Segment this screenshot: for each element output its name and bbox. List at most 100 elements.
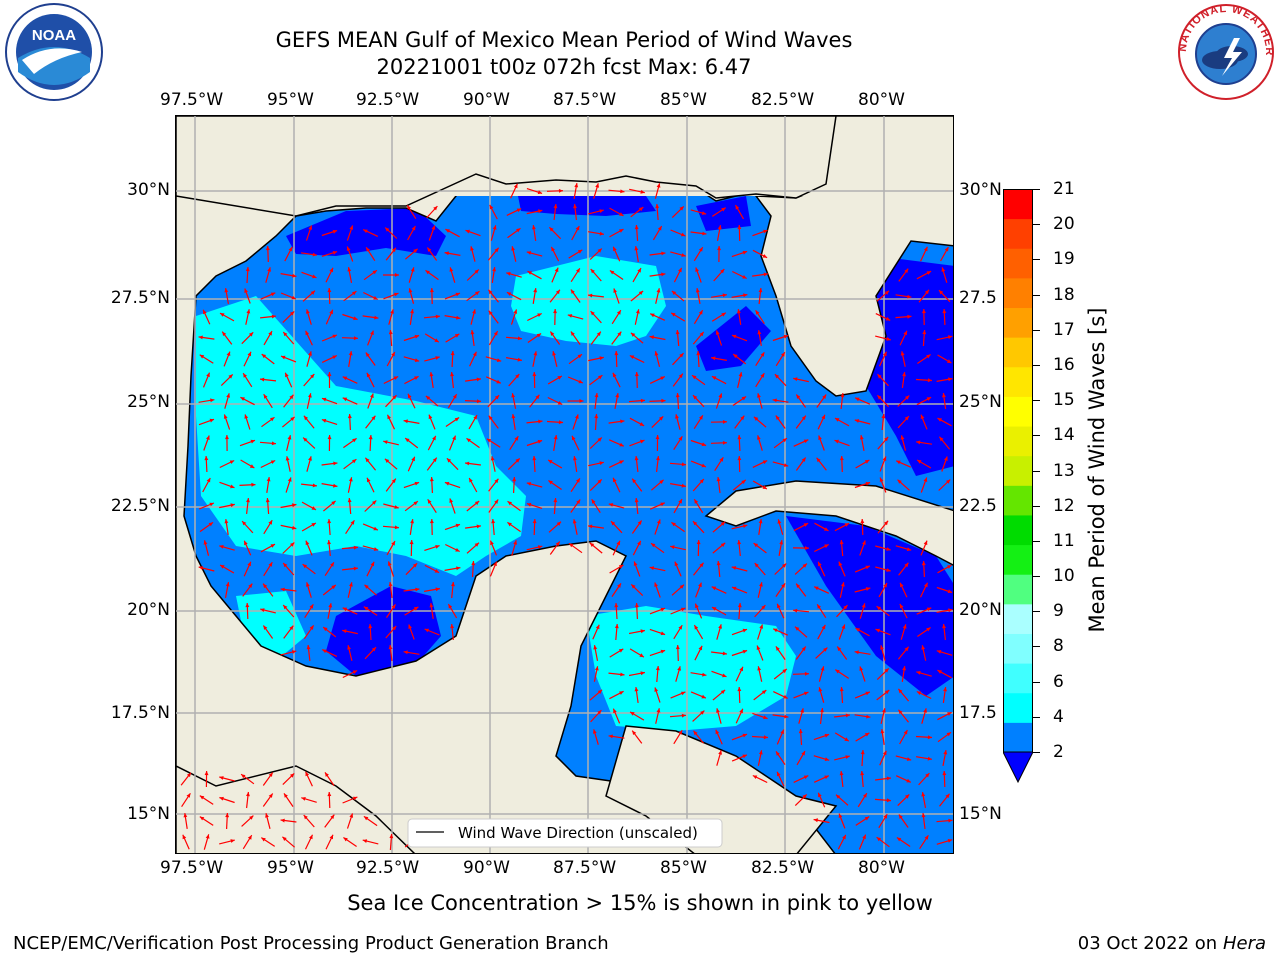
- wave-direction-arrowhead: [757, 393, 761, 398]
- wave-direction-arrowhead: [743, 293, 748, 298]
- wave-direction-arrowhead: [681, 253, 686, 257]
- wave-direction-arrowhead: [656, 708, 661, 713]
- wave-direction-arrowhead: [242, 521, 247, 526]
- colorbar-tick-mark: [1033, 505, 1040, 507]
- colorbar-swatch: [1003, 574, 1033, 605]
- wave-direction-arrowhead: [576, 478, 580, 483]
- wave-direction-arrowhead: [411, 456, 415, 462]
- wave-direction-arrowhead: [719, 457, 724, 462]
- wave-direction-arrowhead: [844, 737, 849, 742]
- wave-direction-arrowhead: [902, 372, 906, 377]
- wave-direction-arrowhead: [780, 729, 784, 735]
- wave-direction-arrowhead: [557, 376, 562, 380]
- wave-direction-arrowhead: [737, 540, 742, 545]
- wave-direction-arrowhead: [517, 336, 522, 341]
- wave-direction-arrowhead: [923, 477, 928, 482]
- wave-direction-arrowhead: [322, 649, 327, 654]
- wave-direction-arrowhead: [916, 671, 921, 675]
- wave-direction-arrowhead: [801, 457, 806, 462]
- wave-direction-arrowhead: [289, 311, 295, 316]
- wave-direction-arrowhead: [897, 479, 902, 484]
- wave-direction-arrowhead: [247, 561, 251, 567]
- wave-direction-arrowhead: [654, 351, 659, 356]
- wave-direction-arrowhead: [306, 582, 310, 587]
- wave-direction-arrowhead: [432, 457, 437, 462]
- wave-direction-arrowhead: [599, 461, 604, 466]
- wave-direction-arrowhead: [903, 330, 907, 336]
- colorbar-swatch: [1003, 603, 1033, 634]
- lat-label-right: 22.5: [959, 496, 997, 516]
- wave-direction-arrowhead: [331, 585, 336, 590]
- lon-label-bottom: 87.5°W: [553, 858, 617, 878]
- wave-direction-arrowhead: [881, 414, 886, 419]
- wave-direction-arrowhead: [813, 818, 818, 823]
- wave-direction-arrowhead: [268, 793, 273, 798]
- wave-direction-arrowhead: [617, 583, 621, 588]
- wave-direction-arrowhead: [896, 837, 902, 842]
- wave-direction-arrowhead: [942, 393, 946, 398]
- wave-direction-arrowhead: [926, 397, 932, 401]
- wave-direction-arrowhead: [904, 416, 909, 421]
- wave-direction-arrowhead: [753, 543, 759, 548]
- noaa-logo: NOAA: [4, 2, 104, 102]
- colorbar-swatch: [1003, 337, 1033, 368]
- wave-direction-arrowhead: [613, 477, 617, 483]
- colorbar-tick-label: 4: [1053, 706, 1064, 727]
- wave-direction-arrowhead: [782, 438, 787, 443]
- wave-direction-arrowhead: [327, 792, 332, 797]
- wave-direction-arrowhead: [759, 624, 764, 629]
- wave-direction-arrowhead: [312, 252, 317, 257]
- wave-direction-arrowhead: [588, 293, 593, 298]
- wave-direction-arrowhead: [289, 394, 294, 400]
- wave-direction-arrowhead: [425, 270, 430, 275]
- colorbar-tick-label: 18: [1053, 284, 1075, 305]
- wave-direction-arrowhead: [271, 314, 276, 319]
- map-title: GEFS MEAN Gulf of Mexico Mean Period of …: [275, 28, 853, 52]
- wave-direction-arrowhead: [754, 563, 759, 568]
- wave-direction-arrowhead: [328, 603, 333, 608]
- wave-direction-arrowhead: [783, 334, 789, 339]
- wave-direction-arrowhead: [880, 645, 884, 650]
- wave-direction-arrowhead: [859, 666, 864, 671]
- colorbar-tick-label: 14: [1053, 425, 1075, 446]
- wave-direction-arrowhead: [476, 377, 481, 382]
- wave-direction-arrowhead: [597, 710, 602, 715]
- wave-direction-arrowhead: [681, 462, 686, 467]
- wave-direction-arrowhead: [203, 540, 208, 545]
- wave-direction-arrowhead: [538, 209, 543, 214]
- wave-direction-arrowhead: [553, 204, 558, 209]
- wave-direction-arrowhead: [370, 561, 375, 567]
- wave-direction-arrowhead: [593, 645, 598, 650]
- wave-direction-arrowhead: [476, 399, 481, 404]
- wave-direction-arrowhead: [655, 435, 660, 440]
- wave-direction-arrowhead: [619, 229, 624, 233]
- wave-direction-arrowhead: [884, 690, 890, 695]
- wave-direction-arrowhead: [839, 456, 844, 461]
- wave-direction-arrowhead: [333, 461, 338, 466]
- wave-direction-arrowhead: [834, 439, 839, 444]
- wave-direction-arrowhead: [577, 249, 583, 254]
- wave-direction-arrowhead: [671, 290, 677, 295]
- colorbar-tick-label: 9: [1053, 601, 1064, 622]
- wave-direction-arrowhead: [696, 351, 701, 356]
- wave-direction-arrowhead: [609, 270, 615, 275]
- wave-direction-arrowhead: [698, 247, 703, 252]
- wave-direction-arrowhead: [699, 415, 703, 420]
- wave-direction-arrowhead: [374, 315, 379, 320]
- wave-direction-arrowhead: [943, 750, 948, 755]
- wave-direction-arrowhead: [693, 395, 698, 400]
- wave-direction-arrowhead: [886, 337, 891, 341]
- wave-direction-arrowhead: [762, 254, 768, 258]
- wave-direction-arrowhead: [429, 519, 434, 524]
- wave-direction-arrowhead: [921, 561, 926, 566]
- wave-direction-arrowhead: [507, 501, 512, 506]
- wave-direction-arrowhead: [800, 708, 804, 713]
- wave-direction-arrowhead: [305, 771, 310, 777]
- wave-direction-arrowhead: [590, 269, 595, 274]
- wave-direction-arrowhead: [820, 708, 824, 713]
- wave-direction-arrowhead: [782, 563, 787, 568]
- wave-direction-arrowhead: [220, 565, 225, 569]
- wave-direction-arrowhead: [634, 603, 639, 608]
- wave-direction-arrowhead: [246, 498, 250, 503]
- wave-direction-arrowhead: [310, 290, 315, 295]
